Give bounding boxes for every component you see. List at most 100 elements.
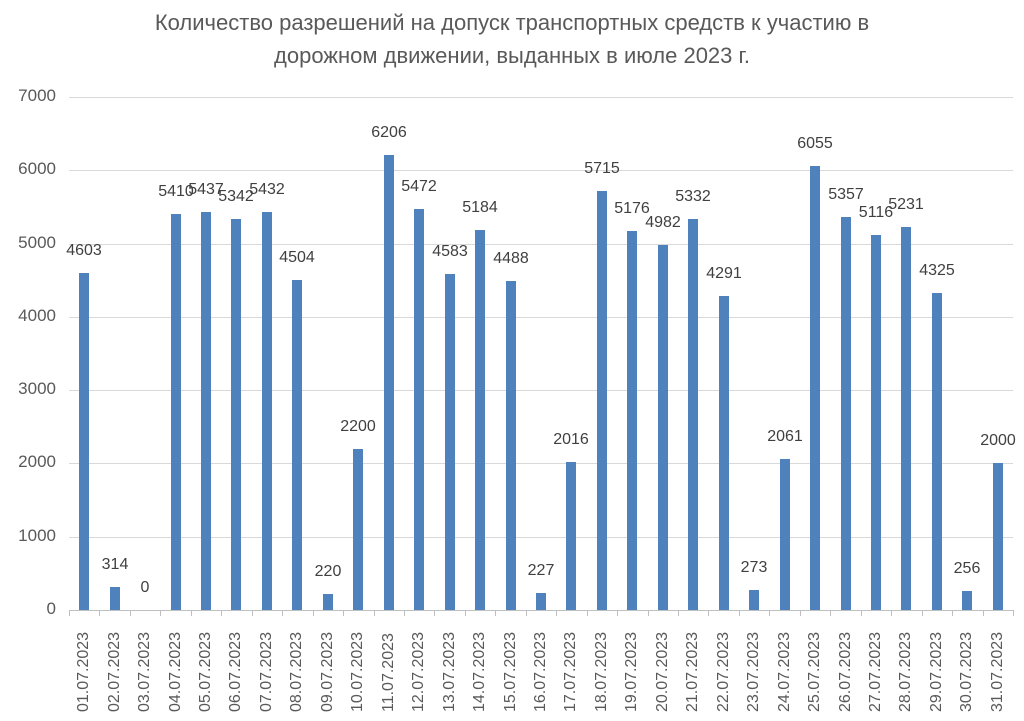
data-label: 4488 [493, 250, 529, 267]
gridline [69, 317, 1013, 318]
data-label: 2061 [767, 428, 803, 445]
x-tick-mark [434, 610, 435, 616]
bar-07.07.2023 [262, 212, 272, 610]
bar-14.07.2023 [475, 230, 485, 610]
x-tick-label: 20.07.2023 [654, 631, 671, 712]
x-tick-mark [99, 610, 100, 616]
bar-21.07.2023 [688, 219, 698, 610]
x-tick-label: 21.07.2023 [684, 631, 701, 712]
gridline [69, 244, 1013, 245]
data-label: 5437 [188, 181, 224, 198]
y-tick-label: 5000 [18, 233, 56, 252]
data-label: 273 [740, 559, 768, 576]
x-tick-label: 03.07.2023 [136, 631, 153, 712]
bar-02.07.2023 [110, 587, 120, 610]
x-tick-mark [252, 610, 253, 616]
bar-06.07.2023 [231, 219, 241, 610]
data-label: 227 [527, 562, 555, 579]
y-tick-label: 0 [46, 599, 56, 618]
data-label: 5715 [584, 160, 620, 177]
data-label: 5116 [858, 204, 894, 221]
y-tick-label: 1000 [18, 526, 56, 545]
x-tick-mark [465, 610, 466, 616]
x-tick-mark [160, 610, 161, 616]
chart-title-line-2: дорожном движении, выданных в июле 2023 … [274, 43, 750, 68]
x-tick-label: 28.07.2023 [897, 631, 914, 712]
gridline [69, 537, 1013, 538]
bar-18.07.2023 [597, 191, 607, 610]
data-label: 4504 [279, 249, 315, 266]
bar-30.07.2023 [962, 591, 972, 610]
data-label: 5184 [462, 199, 498, 216]
bar-26.07.2023 [841, 217, 851, 610]
bar-20.07.2023 [658, 245, 668, 610]
x-tick-label: 19.07.2023 [623, 631, 640, 712]
x-tick-mark [404, 610, 405, 616]
x-tick-mark [130, 610, 131, 616]
x-tick-label: 05.07.2023 [197, 631, 214, 712]
x-tick-label: 17.07.2023 [562, 631, 579, 712]
x-tick-label: 01.07.2023 [75, 631, 92, 712]
x-tick-mark [526, 610, 527, 616]
x-tick-label: 13.07.2023 [441, 631, 458, 712]
data-label: 5231 [888, 196, 924, 213]
x-tick-mark [495, 610, 496, 616]
gridline [69, 463, 1013, 464]
x-tick-mark [191, 610, 192, 616]
x-tick-label: 11.07.2023 [380, 633, 397, 712]
data-label: 5357 [828, 186, 864, 203]
x-tick-mark [983, 610, 984, 616]
x-tick-mark [221, 610, 222, 616]
bar-12.07.2023 [414, 209, 424, 610]
bar-31.07.2023 [993, 463, 1003, 610]
data-label: 4982 [645, 214, 681, 231]
x-tick-mark [739, 610, 740, 616]
bar-08.07.2023 [292, 280, 302, 610]
x-tick-mark [282, 610, 283, 616]
data-label: 2016 [553, 431, 589, 448]
bar-11.07.2023 [384, 155, 394, 610]
y-tick-label: 2000 [18, 452, 56, 471]
x-tick-mark [69, 610, 70, 616]
x-tick-label: 25.07.2023 [806, 631, 823, 712]
x-tick-label: 04.07.2023 [167, 631, 184, 712]
data-label: 4603 [66, 242, 102, 259]
data-label: 4291 [706, 265, 742, 282]
gridline [69, 97, 1013, 98]
x-tick-mark [343, 610, 344, 616]
data-label: 256 [953, 560, 981, 577]
data-label: 314 [101, 556, 129, 573]
x-tick-label: 08.07.2023 [288, 631, 305, 712]
bar-05.07.2023 [201, 212, 211, 610]
data-label: 4583 [432, 243, 468, 260]
data-label: 5332 [675, 188, 711, 205]
data-label: 6055 [797, 135, 833, 152]
x-tick-label: 29.07.2023 [928, 631, 945, 712]
data-label: 5342 [218, 188, 254, 205]
x-tick-mark [313, 610, 314, 616]
x-tick-label: 26.07.2023 [837, 631, 854, 712]
x-tick-mark [922, 610, 923, 616]
x-tick-mark [830, 610, 831, 616]
bar-17.07.2023 [566, 462, 576, 610]
x-tick-label: 09.07.2023 [319, 631, 336, 712]
x-tick-label: 24.07.2023 [776, 631, 793, 712]
x-tick-mark [374, 610, 375, 616]
bar-25.07.2023 [810, 166, 820, 610]
bar-09.07.2023 [323, 594, 333, 610]
bar-19.07.2023 [627, 231, 637, 610]
x-tick-label: 16.07.2023 [532, 631, 549, 712]
data-label: 5176 [614, 200, 650, 217]
bar-01.07.2023 [79, 273, 89, 610]
bar-24.07.2023 [780, 459, 790, 610]
x-axis-line [69, 610, 1013, 611]
data-label: 5410 [158, 183, 194, 200]
x-tick-mark [587, 610, 588, 616]
y-tick-label: 3000 [18, 379, 56, 398]
x-tick-label: 07.07.2023 [258, 631, 275, 712]
x-tick-label: 10.07.2023 [349, 631, 366, 712]
x-tick-mark [678, 610, 679, 616]
gridline [69, 170, 1013, 171]
x-tick-label: 18.07.2023 [593, 631, 610, 712]
